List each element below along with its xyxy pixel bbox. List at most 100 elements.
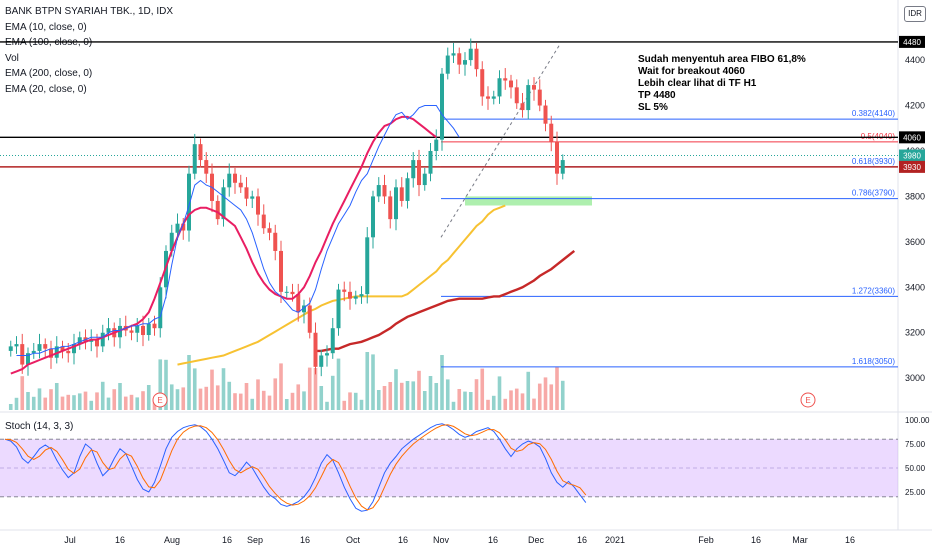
candle-body[interactable]	[192, 144, 197, 174]
candle-body[interactable]	[49, 348, 53, 358]
candle-body[interactable]	[434, 139, 439, 151]
candle-body[interactable]	[359, 294, 364, 297]
candle-body[interactable]	[555, 141, 559, 174]
candle-body[interactable]	[411, 160, 416, 179]
candle-body[interactable]	[371, 196, 375, 238]
candle-body[interactable]	[497, 78, 502, 97]
legend-ema20[interactable]: EMA (20, close, 0)	[5, 83, 87, 95]
candle-body[interactable]	[54, 346, 59, 358]
candle-body[interactable]	[204, 160, 209, 174]
candle-body[interactable]	[405, 178, 410, 201]
legend-ema10[interactable]: EMA (10, close, 0)	[5, 21, 87, 33]
candle-body[interactable]	[342, 289, 347, 292]
candle-body[interactable]	[273, 232, 278, 251]
candle-body[interactable]	[233, 173, 237, 183]
candle-body[interactable]	[445, 55, 450, 74]
candle-body[interactable]	[31, 350, 36, 354]
candle-body[interactable]	[336, 289, 341, 329]
candle-body[interactable]	[244, 187, 249, 199]
candle-body[interactable]	[187, 173, 191, 231]
candle-body[interactable]	[60, 346, 65, 351]
price-tag[interactable]	[899, 35, 925, 48]
candle-body[interactable]	[169, 232, 174, 251]
candle-body[interactable]	[8, 346, 13, 351]
candle-body[interactable]	[95, 339, 99, 347]
candle-body[interactable]	[175, 223, 180, 233]
candle-body[interactable]	[543, 105, 548, 124]
candle-body[interactable]	[457, 53, 462, 65]
candle-body[interactable]	[279, 250, 283, 292]
candle-body[interactable]	[267, 228, 272, 233]
candle-body[interactable]	[221, 187, 226, 220]
candle-body[interactable]	[353, 296, 358, 299]
candle-body[interactable]	[141, 325, 145, 336]
price-tag[interactable]	[899, 149, 925, 162]
candle-body[interactable]	[509, 80, 513, 88]
candle-body[interactable]	[474, 48, 479, 70]
stoch-legend[interactable]: Stoch (14, 3, 3)	[5, 421, 74, 432]
candle-body[interactable]	[486, 96, 490, 99]
candle-body[interactable]	[227, 173, 232, 188]
candle-body[interactable]	[118, 325, 122, 338]
price-tag[interactable]	[899, 131, 925, 144]
candle-body[interactable]	[20, 344, 25, 365]
candle-body[interactable]	[399, 187, 404, 201]
candle-body[interactable]	[560, 160, 565, 174]
candle-body[interactable]	[549, 123, 554, 142]
candle-body[interactable]	[77, 337, 82, 345]
legend-vol[interactable]: Vol	[5, 52, 19, 64]
candle-body[interactable]	[146, 323, 151, 336]
candle-body[interactable]	[37, 344, 42, 351]
candle-body[interactable]	[250, 196, 255, 199]
candle-body[interactable]	[468, 48, 473, 61]
candle-body[interactable]	[491, 96, 496, 99]
candle-body[interactable]	[503, 78, 508, 81]
candle-body[interactable]	[181, 223, 186, 231]
candle-body[interactable]	[388, 196, 393, 220]
candle-body[interactable]	[480, 69, 485, 97]
candle-body[interactable]	[198, 144, 203, 161]
legend-ema200[interactable]: EMA (200, close, 0)	[5, 68, 93, 79]
candle-body[interactable]	[215, 200, 220, 220]
support-zone[interactable]	[465, 196, 592, 206]
candle-body[interactable]	[284, 291, 289, 293]
candle-body[interactable]	[135, 325, 140, 333]
candle-body[interactable]	[158, 287, 163, 329]
earnings-marker[interactable]	[152, 392, 168, 408]
candle-body[interactable]	[100, 332, 105, 347]
candle-body[interactable]	[296, 294, 301, 313]
candle-body[interactable]	[72, 344, 76, 354]
candle-body[interactable]	[382, 185, 387, 197]
candle-body[interactable]	[106, 328, 111, 333]
candle-body[interactable]	[428, 150, 433, 174]
earnings-marker[interactable]	[800, 392, 816, 408]
candle-body[interactable]	[256, 196, 260, 215]
candle-body[interactable]	[520, 103, 525, 111]
candle-body[interactable]	[302, 305, 306, 313]
candle-body[interactable]	[313, 332, 318, 367]
currency-badge[interactable]: IDR	[904, 6, 926, 22]
candle-body[interactable]	[14, 344, 19, 347]
candle-body[interactable]	[451, 53, 456, 56]
candle-body[interactable]	[66, 350, 71, 354]
candle-body[interactable]	[394, 187, 398, 220]
candle-body[interactable]	[325, 353, 329, 356]
candle-body[interactable]	[319, 355, 324, 367]
candle-body[interactable]	[348, 291, 352, 299]
candle-body[interactable]	[537, 89, 542, 106]
trend-line[interactable]	[440, 43, 561, 238]
price-tag[interactable]	[899, 160, 925, 173]
candle-body[interactable]	[514, 87, 519, 104]
candle-body[interactable]	[532, 85, 536, 90]
candle-body[interactable]	[43, 344, 48, 349]
candle-body[interactable]	[330, 328, 335, 354]
candle-body[interactable]	[307, 305, 312, 333]
candle-body[interactable]	[365, 237, 370, 295]
candle-body[interactable]	[238, 182, 243, 188]
candle-body[interactable]	[89, 339, 94, 342]
candle-body[interactable]	[152, 323, 157, 329]
candle-body[interactable]	[26, 353, 30, 365]
candle-body[interactable]	[261, 214, 266, 229]
candle-body[interactable]	[290, 291, 295, 295]
